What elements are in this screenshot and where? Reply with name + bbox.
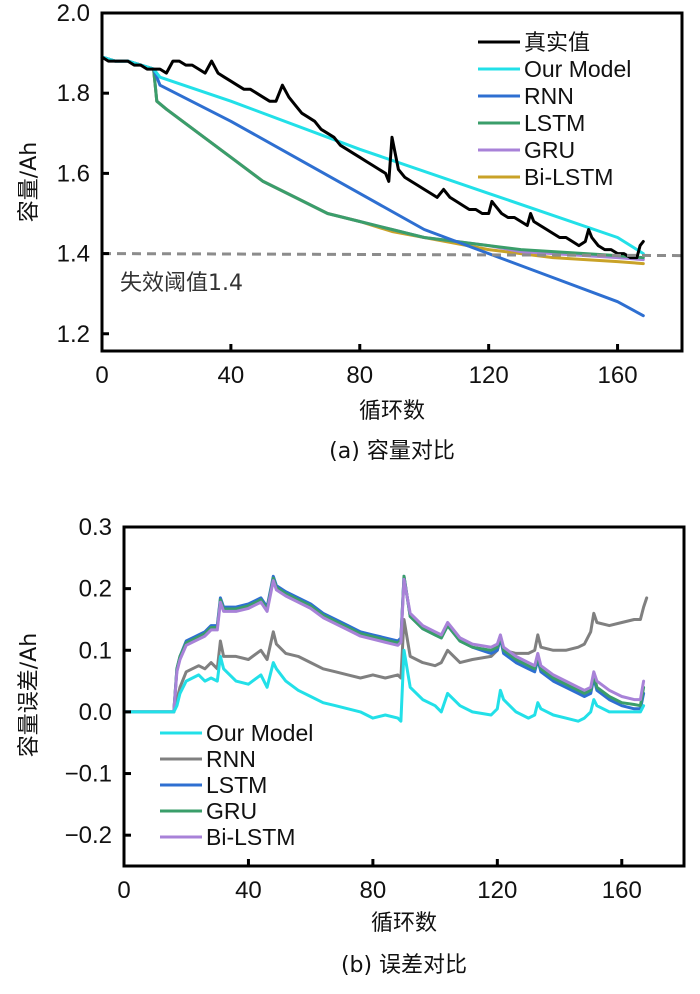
x-tick-label: 40 xyxy=(235,877,262,904)
legend-item-gru: GRU xyxy=(478,137,575,163)
legend-label: Our Model xyxy=(524,56,631,82)
error-comparison-chart: 0 40 80 120 160 −0.2 −0.1 0.0 0.1 0.2 0.3 Our Mode… xyxy=(17,514,686,978)
y-tick-label: 0.3 xyxy=(79,514,112,541)
legend-label: GRU xyxy=(206,798,257,824)
legend-item-lstm: LSTM xyxy=(160,772,267,798)
legend-label: Bi-LSTM xyxy=(524,164,613,190)
plot-area-frame xyxy=(122,525,686,868)
x-tick-label: 0 xyxy=(95,362,108,389)
x-tick-label: 160 xyxy=(602,877,642,904)
y-axis-title: 容量误差/Ah xyxy=(17,633,42,757)
legend-item-bi-lstm: Bi-LSTM xyxy=(478,164,613,190)
x-tick-label: 120 xyxy=(477,877,517,904)
series-line-lstm xyxy=(122,574,646,714)
legend-label: Bi-LSTM xyxy=(206,824,295,850)
series-line-rnn xyxy=(122,596,649,714)
x-tick-label: 0 xyxy=(117,877,130,904)
y-tick-label: 1.4 xyxy=(57,241,90,268)
x-axis-title: 循环数 xyxy=(359,399,425,424)
series-line-series-0 xyxy=(100,55,645,260)
legend-item-rnn: RNN xyxy=(478,83,574,109)
axis-ticks: 0 40 80 120 160 −0.2 −0.1 0.0 0.1 0.2 0.3 xyxy=(65,514,642,904)
legend-item-lstm: LSTM xyxy=(478,110,585,136)
plot-area-frame xyxy=(100,11,684,353)
legend-item-rnn: RNN xyxy=(160,746,256,772)
x-tick-label: 40 xyxy=(218,362,245,389)
legend-label: GRU xyxy=(524,137,575,163)
chart-caption: (a) 容量对比 xyxy=(329,439,455,464)
error-series-lines xyxy=(122,574,649,723)
series-line-bi-lstm xyxy=(122,577,646,714)
legend-label: RNN xyxy=(206,746,256,772)
x-axis-title: 循环数 xyxy=(371,911,437,936)
y-tick-label: −0.2 xyxy=(65,822,112,849)
legend-label: LSTM xyxy=(206,772,267,798)
legend-item-our-model: Our Model xyxy=(160,720,313,746)
y-tick-label: 1.2 xyxy=(57,321,90,348)
legend-label: 真实值 xyxy=(524,31,590,56)
legend-item-bi-lstm: Bi-LSTM xyxy=(160,824,295,850)
y-tick-label: −0.1 xyxy=(65,761,112,788)
capacity-comparison-chart: 失效阈值1.4 0 40 80 120 160 1.2 1.4 1.6 1.8 2.0 真实值Ou… xyxy=(17,0,684,464)
x-tick-label: 120 xyxy=(469,362,509,389)
series-line-gru xyxy=(122,574,646,714)
x-tick-label: 80 xyxy=(360,877,387,904)
y-tick-label: 0.1 xyxy=(79,637,112,664)
legend-label: LSTM xyxy=(524,110,585,136)
y-tick-label: 0.0 xyxy=(79,699,112,726)
x-tick-label: 160 xyxy=(598,362,638,389)
failure-threshold-line xyxy=(101,252,683,258)
y-tick-label: 1.8 xyxy=(57,80,90,107)
y-tick-label: 2.0 xyxy=(57,0,90,27)
y-axis-title: 容量/Ah xyxy=(17,142,42,222)
legend-item-our-model: Our Model xyxy=(478,56,631,82)
x-tick-label: 80 xyxy=(346,362,373,389)
legend-item-gru: GRU xyxy=(160,798,257,824)
legend-item-series-0: 真实值 xyxy=(478,31,590,56)
chart-caption: (b) 误差对比 xyxy=(341,953,467,978)
legend-label: Our Model xyxy=(206,720,313,746)
axis-ticks: 0 40 80 120 160 1.2 1.4 1.6 1.8 2.0 xyxy=(57,0,638,389)
y-tick-label: 0.2 xyxy=(79,576,112,603)
y-tick-label: 1.6 xyxy=(57,160,90,187)
legend-label: RNN xyxy=(524,83,574,109)
failure-threshold-label: 失效阈值1.4 xyxy=(120,271,243,296)
series-line-our-model xyxy=(122,648,646,723)
